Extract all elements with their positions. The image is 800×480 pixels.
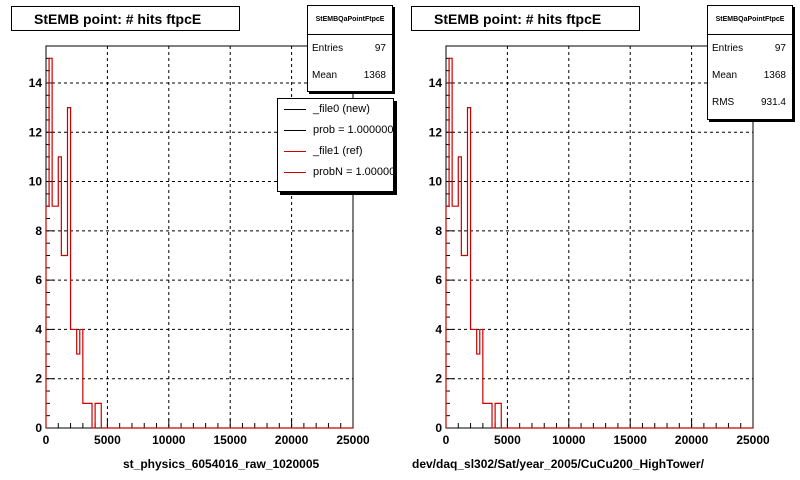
right-y-tick-label: 2 <box>435 372 442 386</box>
right-y-tick-label: 6 <box>435 273 442 287</box>
left-y-tick-label: 14 <box>29 76 43 90</box>
left-stats-mean-label: Mean <box>312 70 338 81</box>
left-histogram-outline <box>45 57 105 429</box>
legend-label-ref: _file1 (ref) <box>313 145 363 157</box>
right-y-tick-label: 4 <box>435 322 442 336</box>
legend-swatch-ref <box>284 151 306 152</box>
right-x-tick-label: 25000 <box>736 433 770 447</box>
right-x-tick-label: 15000 <box>614 433 648 447</box>
left-x-tick-label: 25000 <box>336 433 370 447</box>
left-x-tick-label: 20000 <box>275 433 309 447</box>
legend-swatch-probn <box>284 172 306 173</box>
left-x-axis-label: st_physics_6054016_raw_1020005 <box>123 457 320 471</box>
legend-label-probn: probN = 1.000000 <box>313 166 394 178</box>
right-x-tick-label: 10000 <box>552 433 586 447</box>
left-stats-entries-value: 97 <box>374 43 386 54</box>
legend-entry-ref: _file1 (ref) <box>278 141 393 162</box>
right-x-axis-label: dev/daq_sl302/Sat/year_2005/CuCu200_High… <box>412 457 704 471</box>
right-x-tick-label: 20000 <box>675 433 709 447</box>
left-stats-entries-row: Entries 97 <box>308 35 392 62</box>
left-y-tick-label: 2 <box>35 372 42 386</box>
legend-label-prob: prob = 1.000000 <box>313 124 394 136</box>
right-stats-rms-value: 931.4 <box>760 97 786 108</box>
legend-entry-prob: prob = 1.000000 <box>278 120 393 141</box>
right-y-tick-label: 12 <box>429 125 443 139</box>
left-y-tick-label: 4 <box>35 322 42 336</box>
right-histogram-outline <box>445 57 505 429</box>
right-stats-rms-row: RMS 931.4 <box>708 89 792 116</box>
left-y-tick-label: 0 <box>35 421 42 435</box>
right-plot-frame <box>445 45 754 429</box>
legend-swatch-new <box>284 109 306 110</box>
left-plot-title: StEMB point: # hits ftpcE <box>11 6 240 31</box>
right-stats-mean-label: Mean <box>712 70 738 81</box>
left-y-tick-label: 12 <box>29 125 43 139</box>
right-x-tick-label: 5000 <box>494 433 521 447</box>
right-x-tick-label: 0 <box>443 433 450 447</box>
legend-entry-probn: probN = 1.000000 <box>278 162 393 183</box>
right-stats-rms-label: RMS <box>712 97 735 108</box>
right-stats-mean-value: 1368 <box>763 70 786 81</box>
right-stats-mean-row: Mean 1368 <box>708 62 792 89</box>
right-y-tick-label: 14 <box>429 76 443 90</box>
left-stats-box: StEMBQaPointFtpcE Entries 97 Mean 1368 <box>307 5 393 92</box>
left-stats-name: StEMBQaPointFtpcE <box>308 6 392 35</box>
left-x-tick-label: 10000 <box>152 433 186 447</box>
left-y-tick-label: 8 <box>35 224 42 238</box>
right-stats-entries-value: 97 <box>774 43 786 54</box>
left-legend: _file0 (new) prob = 1.000000 _file1 (ref… <box>277 98 394 192</box>
right-y-tick-label: 10 <box>429 175 443 189</box>
legend-swatch-prob <box>284 130 306 131</box>
right-stats-box: StEMBQaPointFtpcE Entries 97 Mean 1368 R… <box>707 5 793 120</box>
legend-label-new: _file0 (new) <box>313 103 370 115</box>
left-stats-mean-value: 1368 <box>363 70 386 81</box>
right-plot-title: StEMB point: # hits ftpcE <box>411 6 640 31</box>
left-y-tick-label: 6 <box>35 273 42 287</box>
left-x-tick-label: 5000 <box>94 433 121 447</box>
left-x-tick-label: 0 <box>43 433 50 447</box>
right-stats-entries-row: Entries 97 <box>708 35 792 62</box>
left-stats-entries-label: Entries <box>312 43 344 54</box>
left-y-tick-label: 10 <box>29 175 43 189</box>
left-stats-mean-row: Mean 1368 <box>308 62 392 89</box>
right-y-tick-label: 8 <box>435 224 442 238</box>
right-stats-name: StEMBQaPointFtpcE <box>708 6 792 35</box>
left-x-tick-label: 15000 <box>214 433 248 447</box>
right-stats-entries-label: Entries <box>712 43 744 54</box>
legend-entry-new: _file0 (new) <box>278 99 393 120</box>
right-y-tick-label: 0 <box>435 421 442 435</box>
